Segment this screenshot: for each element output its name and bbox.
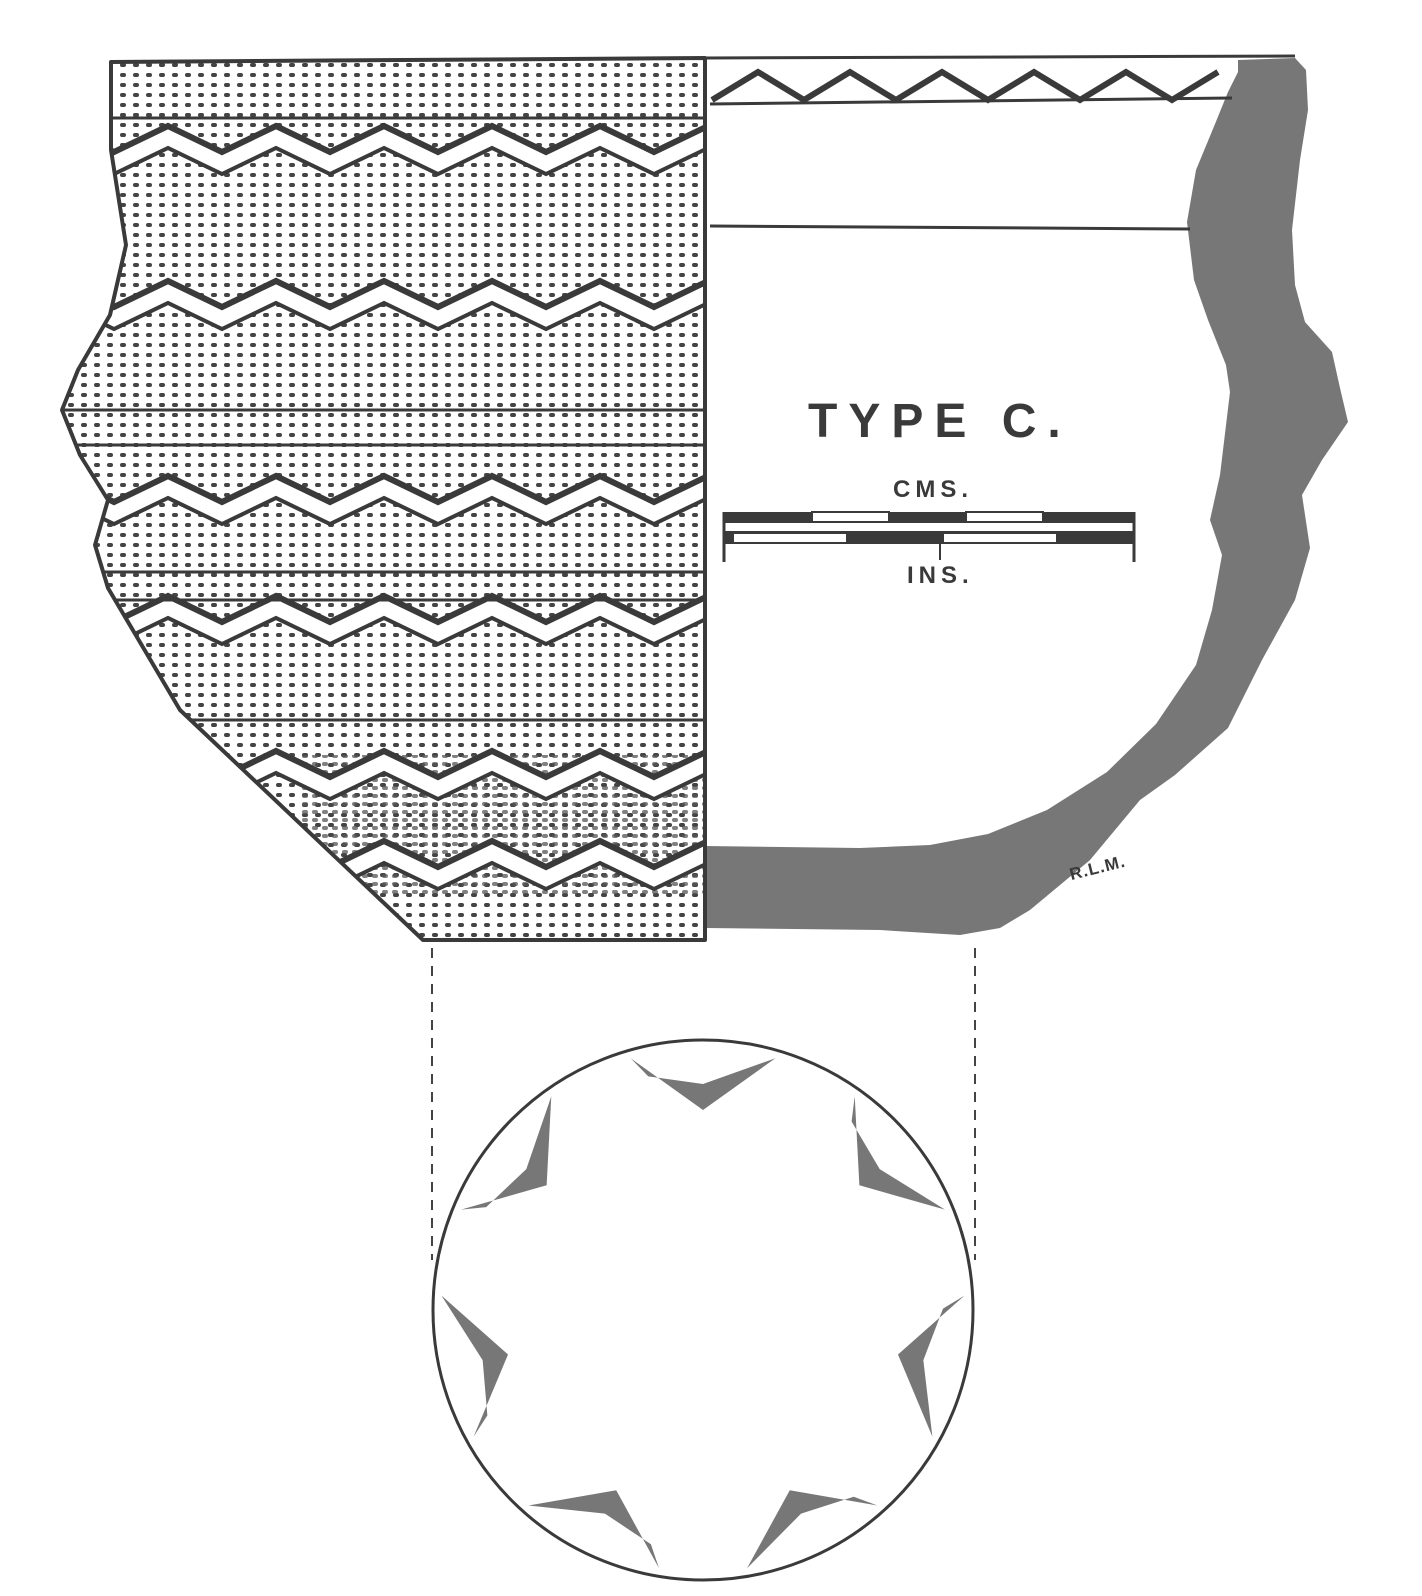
scale-cms-label: CMS. (893, 476, 973, 503)
base-view (431, 1038, 975, 1582)
star-motif (441, 1058, 965, 1569)
scale-ins-label: INS. (907, 562, 974, 589)
rim-zigzag (710, 68, 1220, 104)
star-point (460, 1096, 552, 1210)
zigzag-band (62, 472, 705, 527)
zigzag-band (62, 592, 705, 647)
interior-outline (704, 54, 1296, 60)
star-point (441, 1295, 509, 1437)
scale-bar (722, 511, 1136, 562)
star-point (851, 1096, 946, 1210)
rim-band-bottom (709, 96, 1233, 106)
projection-lines (431, 948, 976, 1260)
vessel-section (703, 54, 1348, 940)
wall-profile (705, 58, 1348, 935)
star-point (747, 1490, 878, 1569)
star-point (528, 1490, 659, 1569)
star-point (630, 1058, 776, 1110)
vessel-exterior (60, 56, 707, 942)
zigzag-band (62, 122, 705, 177)
star-point (897, 1295, 965, 1437)
type-label: TYPE C. (808, 395, 1072, 448)
neck-line (709, 224, 1191, 231)
zigzag-band (62, 277, 705, 332)
